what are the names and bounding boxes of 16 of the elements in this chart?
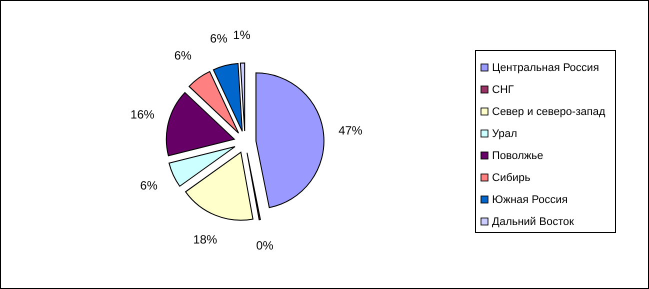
data-label: 1% — [233, 28, 251, 42]
legend-label: Южная Россия — [492, 194, 568, 206]
data-label: 16% — [130, 107, 155, 122]
legend-label: Сибирь — [492, 172, 531, 184]
legend-label: Центральная Россия — [492, 62, 600, 74]
data-label: 18% — [193, 232, 218, 246]
data-label: 6% — [210, 31, 228, 46]
data-label: 6% — [174, 48, 192, 62]
legend-label: Дальний Восток — [492, 216, 574, 228]
legend-label: Поволжье — [492, 150, 544, 162]
legend-label: Север и северо-запад — [492, 106, 606, 118]
legend-label: Урал — [492, 128, 518, 140]
data-label: 6% — [140, 178, 158, 193]
data-label: 0% — [256, 238, 274, 252]
data-label: 47% — [338, 124, 363, 138]
legend-label: СНГ — [492, 84, 514, 96]
